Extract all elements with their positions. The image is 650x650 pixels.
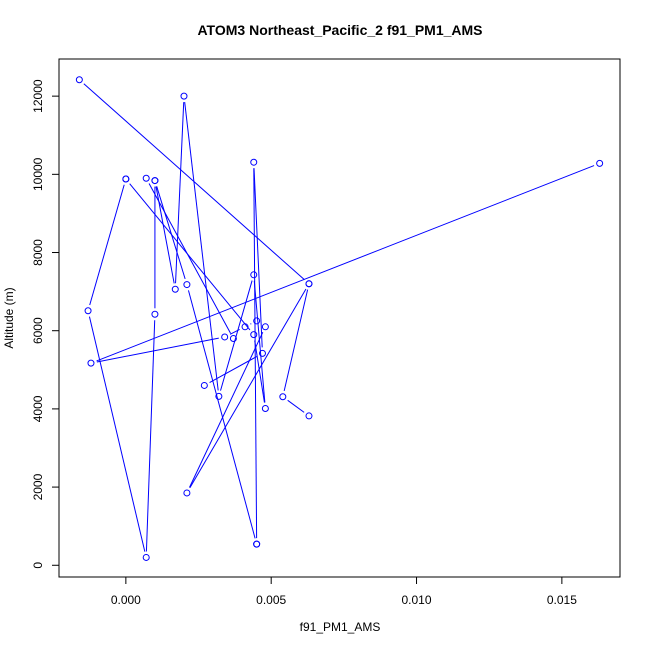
series-1 xyxy=(87,159,604,497)
series-segment xyxy=(175,102,185,284)
series-segment xyxy=(145,320,156,552)
series-segment xyxy=(253,168,258,539)
series-segment xyxy=(287,399,305,413)
series-segment xyxy=(148,183,231,334)
x-axis-label: f91_PM1_AMS xyxy=(300,620,381,634)
data-point xyxy=(221,333,229,341)
series-segment xyxy=(253,280,266,403)
series-segment xyxy=(88,316,146,552)
data-point xyxy=(596,159,604,167)
data-point xyxy=(250,271,258,279)
series-segment xyxy=(129,183,251,331)
x-tick-label: 0.015 xyxy=(547,593,577,607)
y-axis: 0 2000 4000 6000 8000 10000 12000 xyxy=(31,79,60,569)
data-point xyxy=(171,285,179,293)
series-segment xyxy=(283,289,309,392)
series-segment xyxy=(156,186,186,279)
data-point xyxy=(75,76,83,84)
data-point xyxy=(253,540,261,548)
data-point xyxy=(261,323,269,331)
data-point xyxy=(122,175,130,183)
series-segment xyxy=(89,184,125,306)
data-point xyxy=(279,393,287,401)
series-segment xyxy=(187,290,256,539)
series-segment xyxy=(184,102,219,391)
data-point xyxy=(142,553,150,561)
series-segment xyxy=(96,337,219,363)
data-point xyxy=(250,158,258,166)
x-tick-label: 0.010 xyxy=(402,593,432,607)
data-point xyxy=(87,359,95,367)
y-axis-label: Altitude (m) xyxy=(2,287,16,348)
data-point xyxy=(229,335,237,343)
chart-title: ATOM3 Northeast_Pacific_2 f91_PM1_AMS xyxy=(197,22,482,38)
data-point xyxy=(215,392,223,400)
y-tick-label: 10000 xyxy=(31,157,45,191)
series-segment xyxy=(209,355,258,383)
series-segment xyxy=(96,165,595,362)
series-5 xyxy=(84,92,269,561)
data-point xyxy=(180,92,188,100)
y-tick-label: 0 xyxy=(31,562,45,569)
data-point xyxy=(84,307,92,315)
x-tick-label: 0.005 xyxy=(256,593,286,607)
series-segment xyxy=(220,280,253,391)
series-segment xyxy=(155,186,175,284)
data-point xyxy=(250,331,258,339)
x-axis: 0.000 0.005 0.010 0.015 xyxy=(111,576,577,607)
data-point xyxy=(183,489,191,497)
data-point xyxy=(261,405,269,413)
data-point xyxy=(258,349,266,357)
data-point xyxy=(305,280,313,288)
data-point xyxy=(200,381,208,389)
data-point xyxy=(151,310,159,318)
y-tick-label: 2000 xyxy=(31,473,45,500)
x-tick-label: 0.000 xyxy=(111,593,141,607)
y-tick-label: 6000 xyxy=(31,317,45,344)
data-point xyxy=(142,174,150,182)
data-point xyxy=(253,317,261,325)
series-segment xyxy=(189,288,307,489)
series-2 xyxy=(142,174,261,548)
series-segment xyxy=(253,168,263,348)
data-point xyxy=(183,281,191,289)
y-tick-label: 4000 xyxy=(31,395,45,422)
y-tick-label: 8000 xyxy=(31,239,45,266)
y-tick-label: 12000 xyxy=(31,79,45,113)
series-group xyxy=(75,76,604,561)
data-point xyxy=(305,412,313,420)
series-3 xyxy=(200,158,266,548)
series-segment xyxy=(254,340,265,403)
data-point xyxy=(151,177,159,185)
series-segment xyxy=(189,332,264,488)
